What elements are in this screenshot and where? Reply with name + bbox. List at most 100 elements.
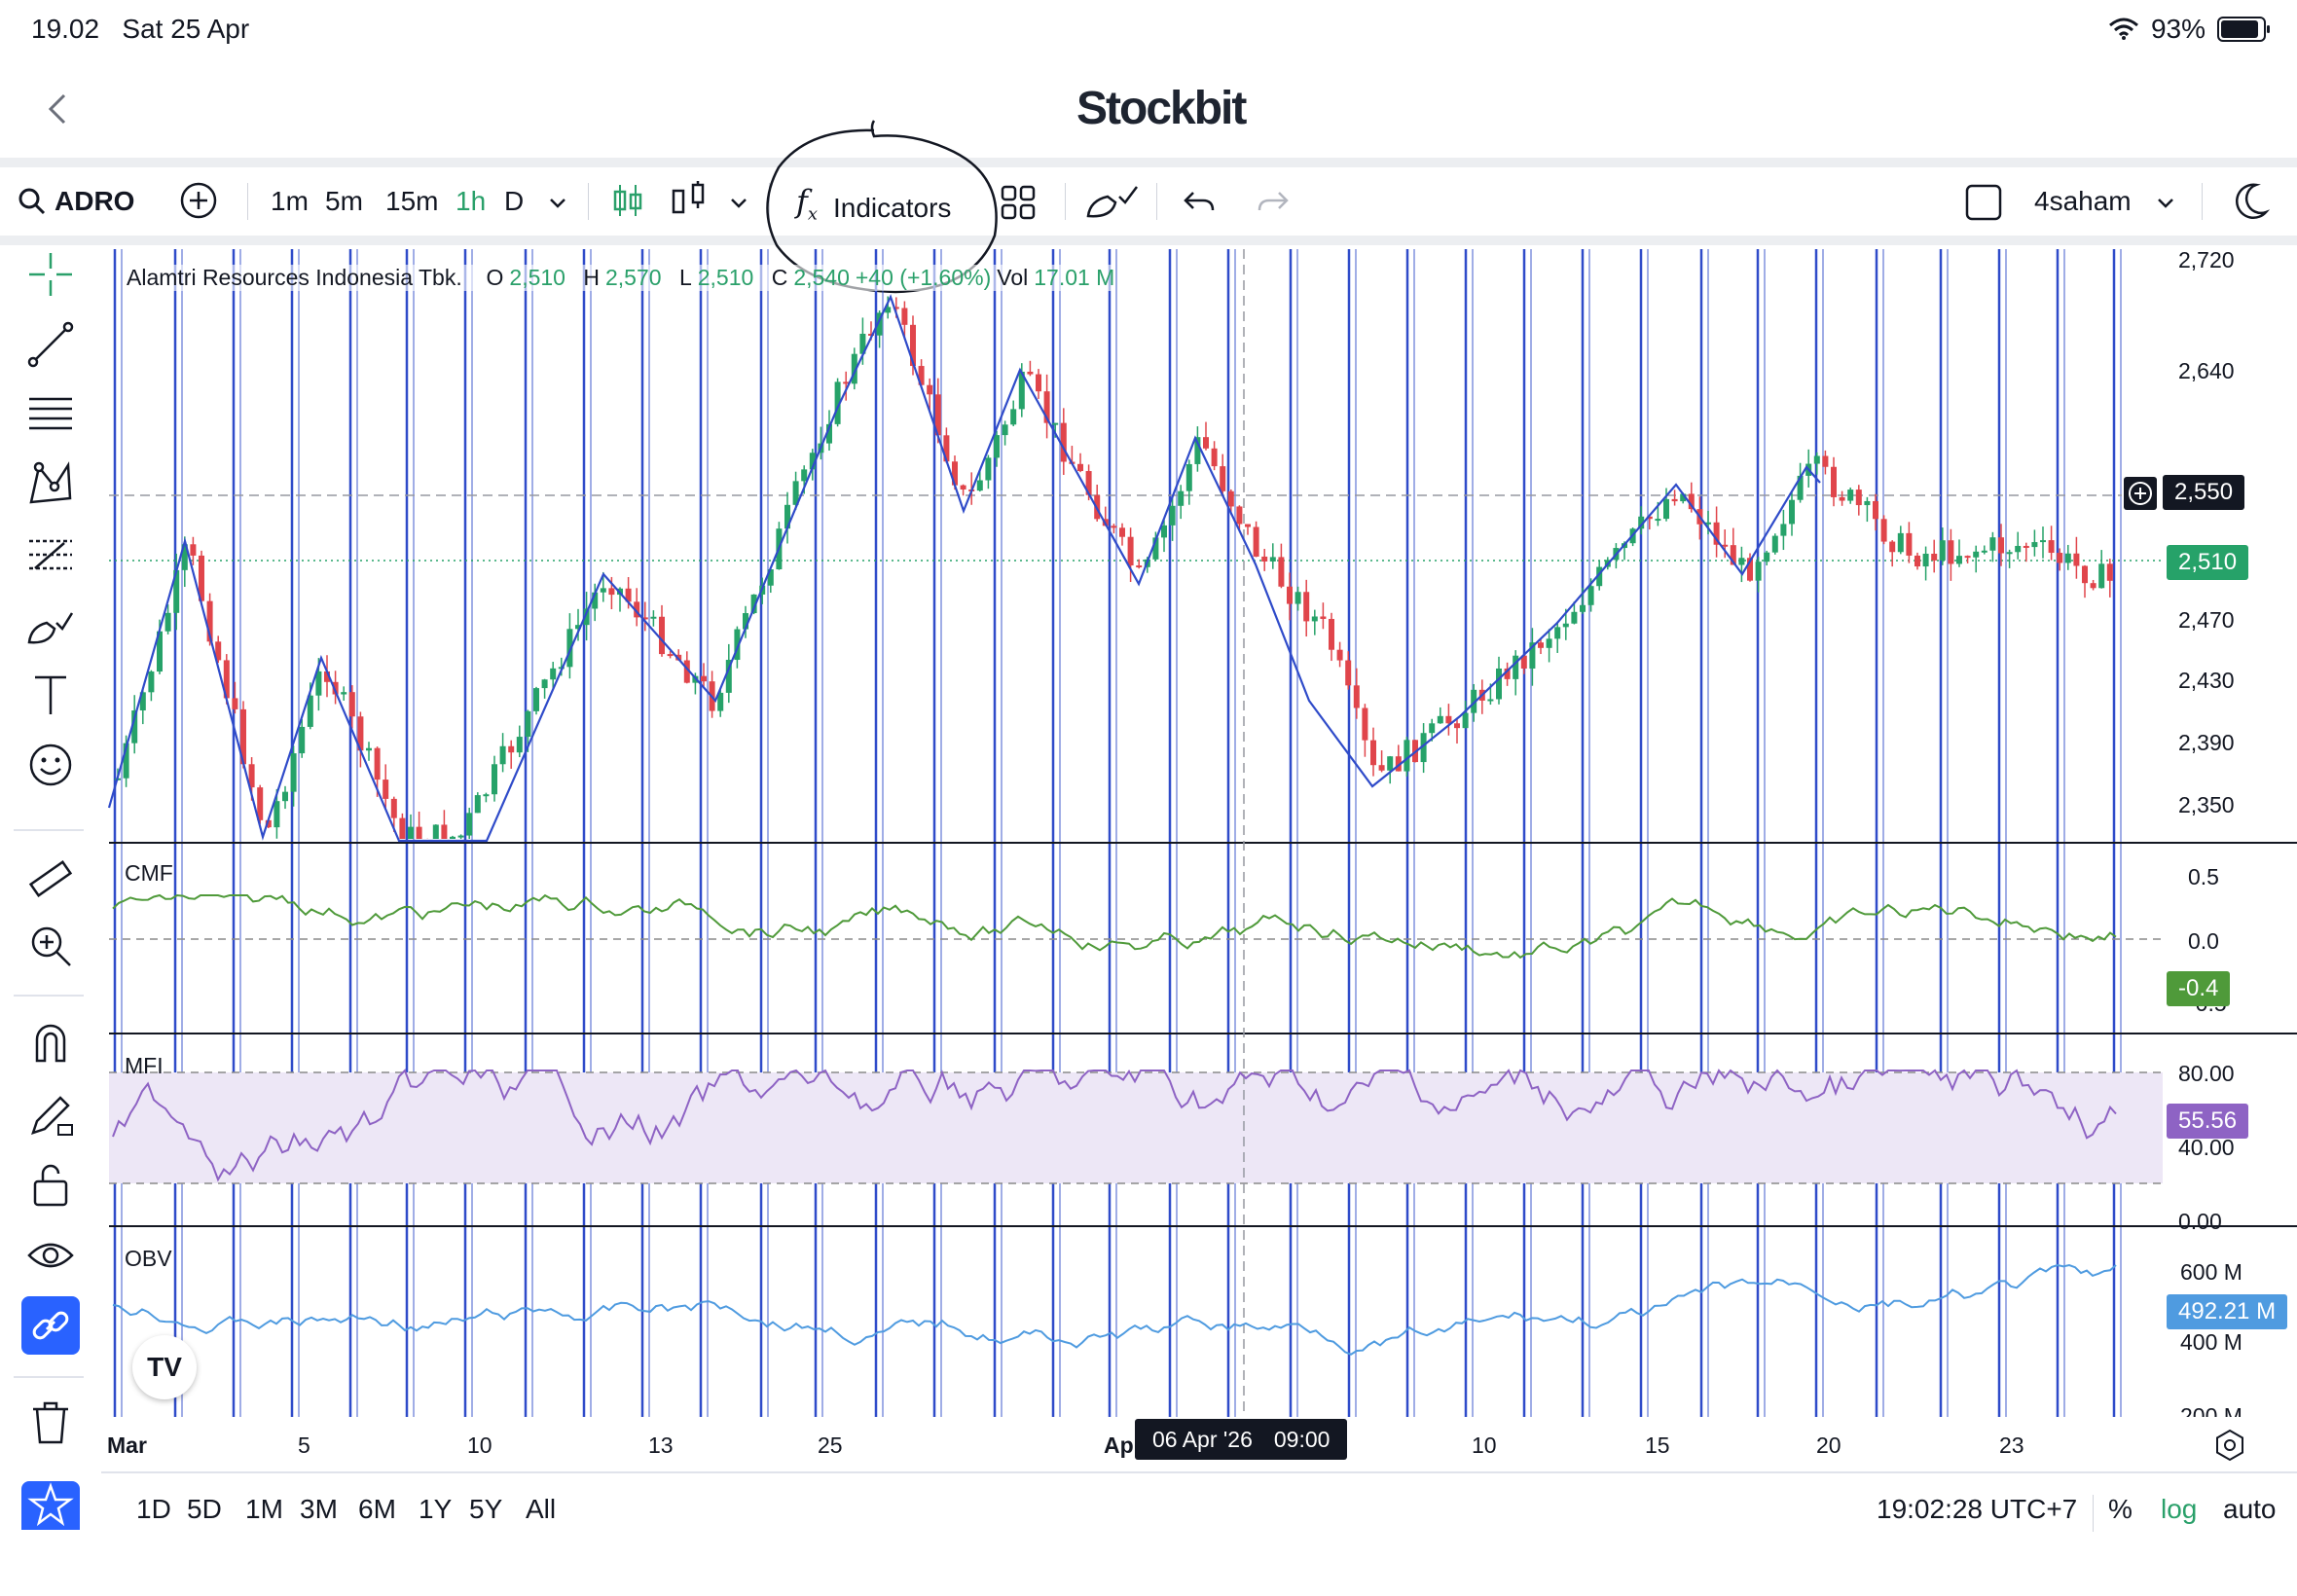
indicators-button[interactable]: fx Indicators <box>796 185 951 231</box>
pattern-tool[interactable] <box>21 455 80 514</box>
divider <box>2202 183 2203 220</box>
candle-body <box>1873 500 1878 520</box>
crosshair-tool[interactable] <box>21 245 80 304</box>
candle-body <box>1646 516 1653 520</box>
lock-drawings-tool[interactable] <box>21 1086 80 1144</box>
candle-body <box>2098 563 2105 589</box>
candle-body <box>1404 740 1410 772</box>
visibility-tool[interactable] <box>21 1226 80 1285</box>
candle-body <box>1956 556 1962 564</box>
candle-body <box>1939 540 1946 561</box>
candle-body <box>750 594 757 614</box>
log-toggle[interactable]: log <box>2161 1494 2198 1524</box>
tradingview-logo-text: TV <box>147 1352 182 1382</box>
brush-tool[interactable] <box>21 596 80 654</box>
candle-body <box>206 600 213 642</box>
function-icon: fx <box>796 183 818 225</box>
candle-body <box>1755 562 1762 581</box>
brand-logo: Stockbit <box>1076 83 1247 134</box>
measure-tool[interactable] <box>21 851 80 909</box>
range-5d[interactable]: 5D <box>187 1494 222 1524</box>
layout-toggle[interactable] <box>1964 183 2003 230</box>
emoji-tool[interactable] <box>21 736 80 794</box>
undo-button[interactable] <box>1180 183 1219 230</box>
candle-body <box>1111 526 1117 528</box>
candle-body <box>533 688 539 711</box>
zoom-tool[interactable] <box>21 917 80 975</box>
candle-body <box>1203 437 1209 449</box>
range-1d[interactable]: 1D <box>136 1494 171 1524</box>
candle-body <box>1194 437 1201 464</box>
candles-button[interactable] <box>611 181 644 228</box>
compare-button[interactable] <box>179 181 218 228</box>
text-tool[interactable] <box>21 666 80 724</box>
interval-dropdown[interactable] <box>547 189 568 222</box>
range-1m[interactable]: 1M <box>245 1494 283 1524</box>
candle-body <box>1730 545 1736 565</box>
candle-body <box>583 608 590 626</box>
candle-body <box>1245 524 1251 527</box>
interval-1h[interactable]: 1h <box>456 186 487 216</box>
candle-body <box>466 813 473 836</box>
legend-low: 2,510 <box>697 265 754 290</box>
layout-grid-button[interactable] <box>999 183 1038 230</box>
range-5y[interactable]: 5Y <box>469 1494 503 1524</box>
layout-dropdown[interactable] <box>2155 189 2176 222</box>
candle-body <box>357 716 364 751</box>
obv-line <box>112 1263 2117 1356</box>
interval-5m[interactable]: 5m <box>325 186 363 216</box>
interval-1m[interactable]: 1m <box>271 186 309 216</box>
favorites-tool[interactable] <box>21 1481 80 1530</box>
lock-tool[interactable] <box>21 1156 80 1215</box>
interval-15m[interactable]: 15m <box>385 186 439 216</box>
range-1y[interactable]: 1Y <box>419 1494 453 1524</box>
percent-toggle[interactable]: % <box>2108 1494 2133 1524</box>
trend-line-tool[interactable] <box>21 315 80 374</box>
divider <box>247 183 248 220</box>
symbol-search[interactable]: ADRO <box>18 185 134 218</box>
candle-body <box>1471 689 1477 713</box>
candle-body <box>1261 556 1268 562</box>
auto-toggle[interactable]: auto <box>2223 1494 2277 1524</box>
back-button[interactable] <box>39 90 78 128</box>
layout-name[interactable]: 4saham <box>2034 186 2132 216</box>
sync-drawings-tool[interactable] <box>21 1296 80 1355</box>
chart-type-button[interactable] <box>670 179 709 228</box>
candle-body <box>2023 545 2029 548</box>
delete-tool[interactable] <box>21 1394 80 1452</box>
magnet-tool[interactable] <box>21 1014 80 1072</box>
prediction-tool[interactable] <box>21 526 80 584</box>
moon-icon <box>2236 183 2271 219</box>
candle-body <box>1889 541 1896 553</box>
interval-d[interactable]: D <box>504 186 525 216</box>
add-alert-button[interactable] <box>2124 477 2157 510</box>
chart-type-dropdown[interactable] <box>728 189 749 222</box>
candle-body <box>1722 544 1729 547</box>
cmf-tick: 0.5 <box>2188 864 2219 889</box>
crosshair-time: 09:00 <box>1273 1426 1331 1452</box>
tradingview-logo[interactable]: TV <box>132 1335 197 1399</box>
range-6m[interactable]: 6M <box>358 1494 396 1524</box>
candle-body <box>868 333 874 336</box>
candle-body <box>483 794 490 797</box>
candle-body <box>1638 516 1645 529</box>
candle-body <box>399 817 406 839</box>
candle-body <box>1362 707 1368 741</box>
divider <box>2093 1495 2094 1532</box>
candle-body <box>634 601 640 618</box>
legend-close-label: C <box>771 265 788 290</box>
clock-timezone[interactable]: 19:02:28 UTC+7 <box>1877 1494 2078 1524</box>
range-3m[interactable]: 3M <box>300 1494 338 1524</box>
theme-toggle[interactable] <box>2231 181 2271 228</box>
range-all[interactable]: All <box>526 1494 557 1524</box>
candle-body <box>1445 715 1452 724</box>
candle-body <box>541 679 548 689</box>
time-label: Ap <box>1104 1433 1134 1458</box>
candle-body <box>566 629 573 668</box>
fib-tool[interactable] <box>21 385 80 444</box>
candle-body <box>450 836 456 839</box>
chart-settings-button[interactable] <box>2213 1429 2246 1467</box>
redo-button[interactable] <box>1254 183 1293 230</box>
drawing-tool-button[interactable] <box>1084 179 1139 230</box>
